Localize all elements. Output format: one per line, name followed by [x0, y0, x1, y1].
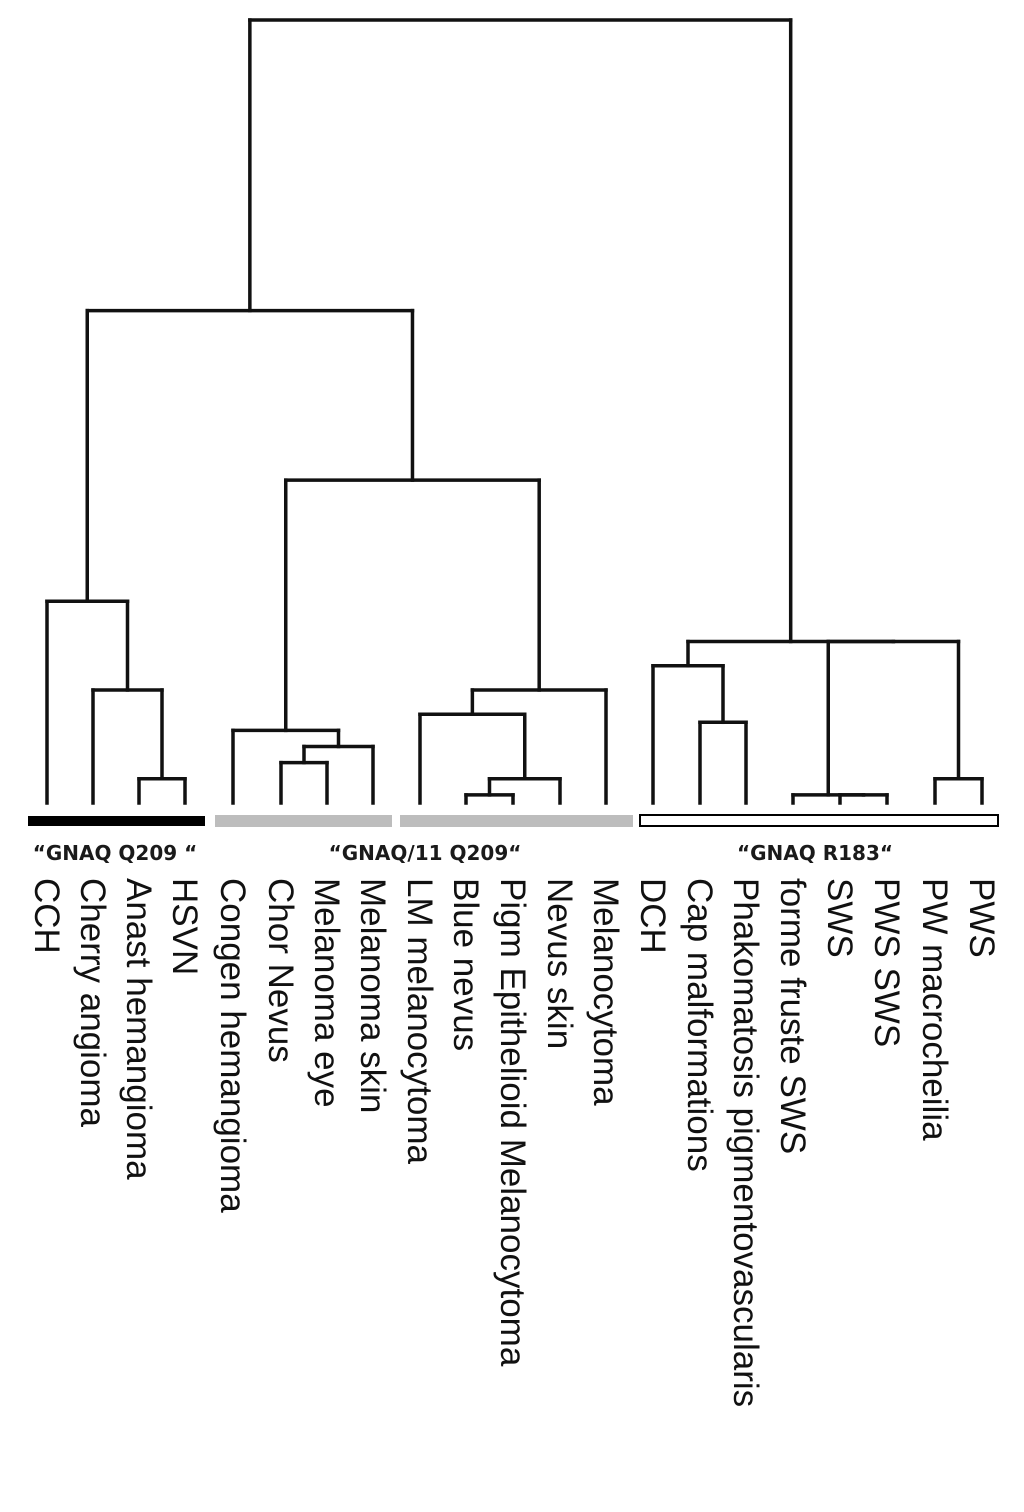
leaf-label-10: Pigm Epithelioid Melanocytoma [493, 878, 532, 1367]
group-bars [28, 814, 999, 827]
leaf-label-16: forme fruste SWS [773, 878, 812, 1154]
leaf-label-2: Anast hemangioma [119, 878, 158, 1180]
leaf-label-20: PWS [962, 878, 1001, 958]
leaf-label-3: HSVN [165, 878, 204, 975]
leaf-label-7: Melanoma skin [353, 878, 392, 1113]
leaf-label-12: Melanocytoma [586, 878, 625, 1106]
dendrogram-branches [45, 18, 984, 805]
group-label-g3: “GNAQ R183“ [737, 841, 893, 865]
leaf-label-6: Melanoma eye [307, 878, 346, 1108]
leaf-label-14: Cap malformations [680, 878, 719, 1172]
leaf-label-11: Nevus skin [540, 878, 579, 1049]
group-label-g2: “GNAQ/11 Q209“ [329, 841, 522, 865]
group-label-g1: “GNAQ Q209 “ [33, 841, 198, 865]
leaf-label-18: PWS SWS [867, 878, 906, 1047]
leaf-label-15: Phakomatosis pigmentovascularis [726, 878, 765, 1407]
group-bar-g2-1 [400, 815, 633, 827]
group-bar-g2-0 [215, 815, 392, 827]
leaf-label-1: Cherry angioma [73, 878, 112, 1128]
leaf-label-0: CCH [27, 878, 66, 954]
leaf-label-9: Blue nevus [446, 878, 485, 1051]
group-labels: “GNAQ Q209 “ “GNAQ/11 Q209“ “GNAQ R183“ [33, 841, 893, 865]
group-bar-g1 [28, 816, 205, 826]
leaf-label-5: Chor Nevus [261, 878, 300, 1063]
leaf-label-13: DCH [633, 878, 672, 954]
leaf-label-4: Congen hemangioma [213, 878, 252, 1213]
leaf-label-17: SWS [820, 878, 859, 958]
leaf-label-19: PW macrocheilia [915, 878, 954, 1141]
leaf-label-8: LM melanocytoma [400, 878, 439, 1164]
leaf-labels: CCH Cherry angioma Anast hemangioma HSVN Con… [27, 878, 1001, 1407]
group-bar-g3 [639, 814, 999, 827]
